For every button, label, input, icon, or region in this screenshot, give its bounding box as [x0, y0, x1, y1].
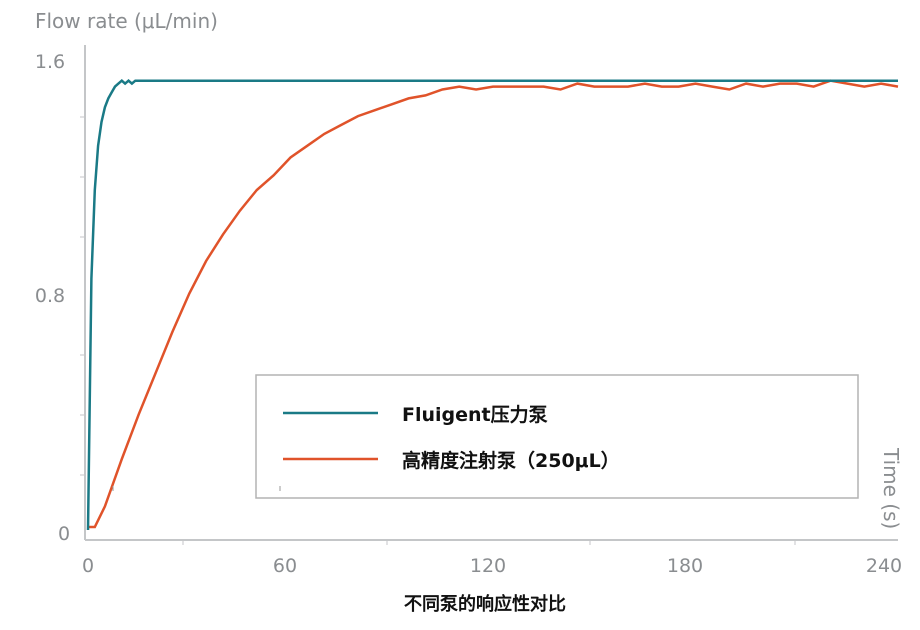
legend-label-fluigent: Fluigent压力泵 [402, 403, 548, 426]
chart-caption: 不同泵的响应性对比 [404, 594, 566, 615]
x-tick-label-120: 120 [470, 555, 506, 577]
y-tick-label-0.8: 0.8 [35, 285, 65, 307]
y-tick-label-0: 0 [58, 523, 70, 545]
y-tick-label-1.6: 1.6 [35, 51, 65, 73]
x-tick-label-60: 60 [273, 555, 297, 577]
y-minor-ticks [80, 116, 85, 476]
series-syringe-pump-line [88, 79, 899, 529]
x-axis-label: Time (s) [879, 447, 903, 529]
legend-label-syringe-pump: 高精度注射泵（250μL） [402, 449, 620, 472]
y-axis-label: Flow rate (μL/min) [35, 9, 218, 33]
x-tick-label-180: 180 [667, 555, 703, 577]
x-tick-label-0: 0 [82, 555, 94, 577]
x-tick-label-240: 240 [866, 555, 902, 577]
legend: Fluigent压力泵 高精度注射泵（250μL） [112, 374, 859, 499]
legend-box [255, 374, 859, 499]
series-fluigent-line [86, 79, 898, 531]
x-minor-ticks [182, 540, 796, 545]
